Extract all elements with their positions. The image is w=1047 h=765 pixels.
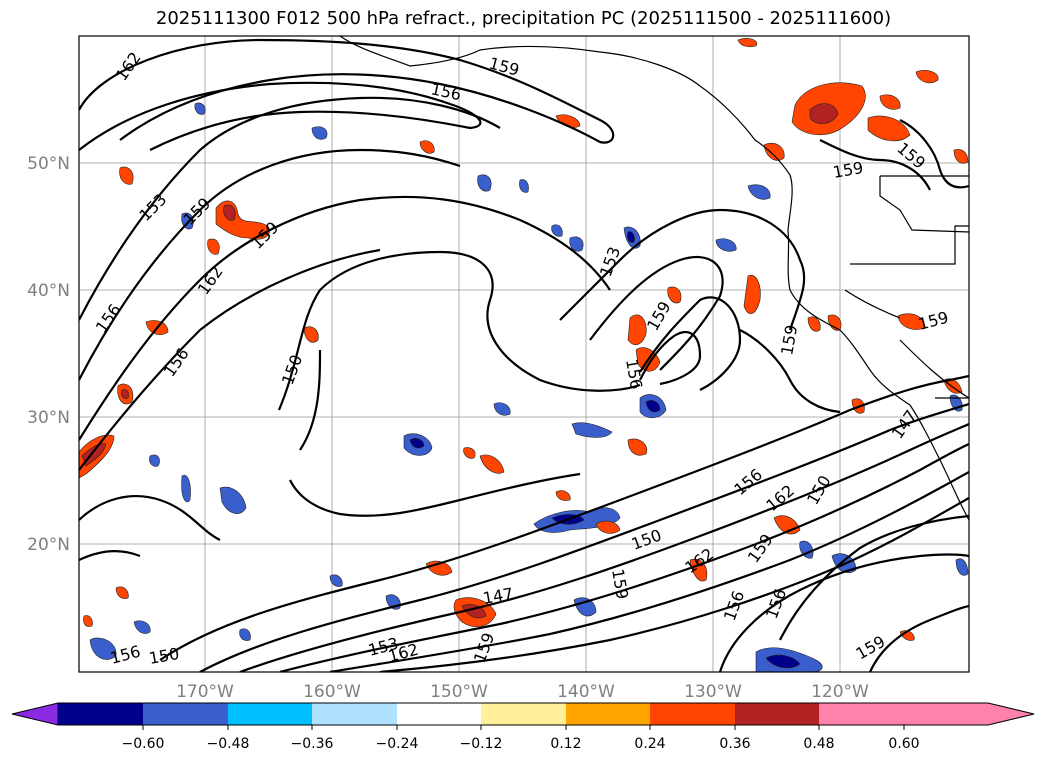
colorbar-tick-label: 0.24 — [634, 736, 665, 752]
graticule — [79, 36, 969, 672]
lat-labels: 50°N 40°N 30°N 20°N — [27, 154, 70, 555]
colorbar-ticks — [142, 725, 905, 730]
colorbar-tick-label: −0.60 — [122, 736, 165, 752]
colorbar-segment — [143, 703, 228, 725]
colorbar-segment — [481, 703, 566, 725]
colorbar-segment — [819, 703, 904, 725]
colorbar: −0.60 −0.48 −0.36 −0.24 −0.12 0.12 0.24 … — [11, 702, 1035, 752]
colorbar-tick-label: 0.12 — [550, 736, 581, 752]
map-title: 2025111300 F012 500 hPa refract., precip… — [155, 8, 892, 29]
lon-label: 150°W — [430, 682, 488, 702]
colorbar-segment — [650, 703, 735, 725]
coastlines — [339, 36, 969, 521]
colorbar-segment — [312, 703, 397, 725]
colorbar-segment — [735, 703, 819, 725]
contours — [79, 38, 969, 672]
lon-label: 140°W — [557, 682, 615, 702]
map-frame — [78, 35, 970, 673]
colorbar-tick-label: 0.36 — [719, 736, 750, 752]
precip-blobs — [79, 38, 969, 672]
lat-label: 40°N — [27, 281, 70, 301]
colorbar-tick-label: −0.12 — [460, 736, 503, 752]
colorbar-tick-label: 0.60 — [888, 736, 919, 752]
colorbar-tick-label: −0.36 — [291, 736, 334, 752]
lat-label: 50°N — [27, 154, 70, 174]
colorbar-tick-label: −0.24 — [376, 736, 419, 752]
lon-label: 130°W — [684, 682, 742, 702]
colorbar-segment — [397, 703, 481, 725]
colorbar-extend-low — [11, 702, 59, 726]
lon-label: 170°W — [176, 682, 234, 702]
colorbar-segment — [566, 703, 650, 725]
lon-label: 160°W — [303, 682, 361, 702]
colorbar-tick-label: −0.48 — [207, 736, 250, 752]
lat-label: 20°N — [27, 535, 70, 555]
colorbar-segment — [228, 703, 312, 725]
lon-labels: 170°W 160°W 150°W 140°W 130°W 120°W — [176, 682, 869, 702]
lat-label: 30°N — [27, 408, 70, 428]
colorbar-segment — [58, 703, 143, 725]
map-panel — [79, 36, 969, 672]
lon-label: 120°W — [811, 682, 869, 702]
colorbar-extend-high — [904, 703, 1034, 725]
colorbar-tick-label: 0.48 — [803, 736, 834, 752]
